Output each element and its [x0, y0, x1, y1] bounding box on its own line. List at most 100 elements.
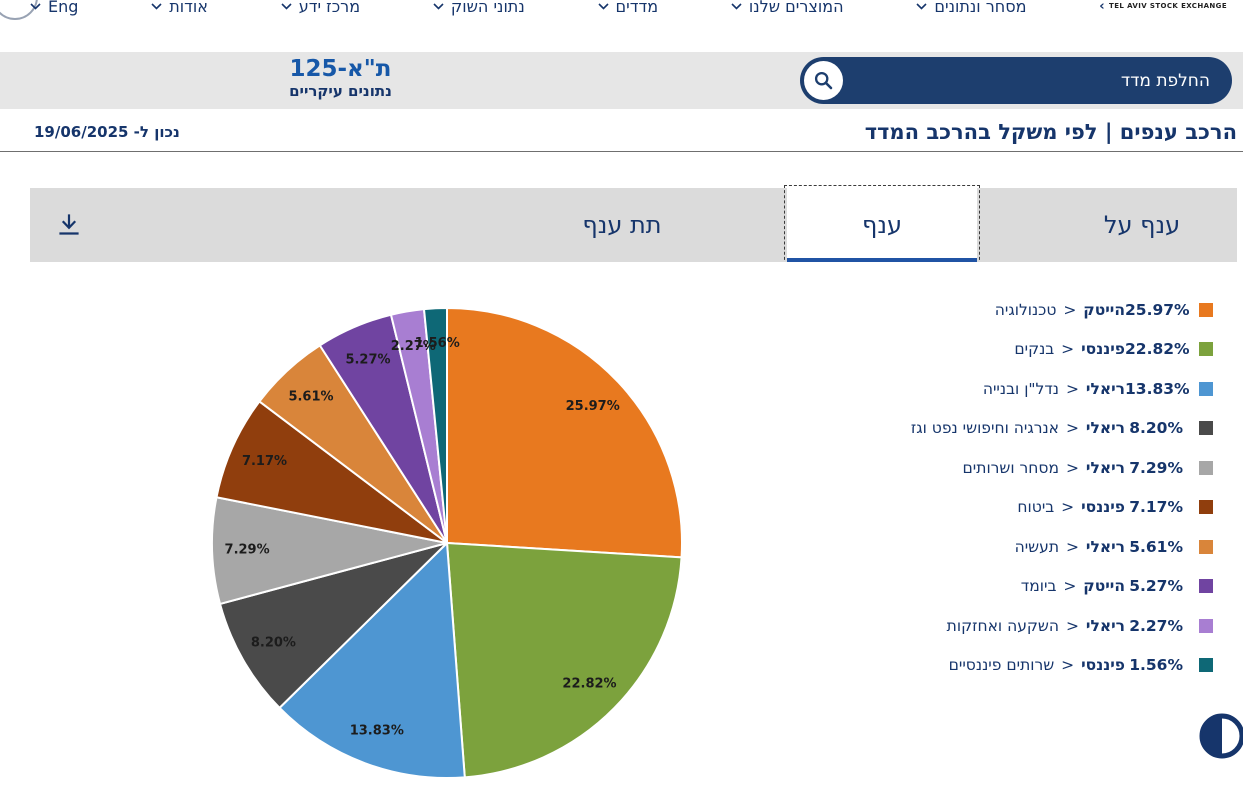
- legend-percent: 8.20%: [1129, 419, 1183, 438]
- legend-row: 13.83% ריאלי < נדל"ן ובנייה: [911, 369, 1213, 409]
- tab[interactable]: ענף על: [1047, 188, 1237, 262]
- pie-slice[interactable]: [215, 400, 448, 544]
- nav-item-label: נתוני השוק: [450, 0, 525, 16]
- legend-group: ריאלי: [1085, 458, 1125, 477]
- legend-group: ריאלי: [1085, 537, 1125, 556]
- top-nav-items: TEL AVIV STOCK EXCHANGE › מסחר ונתונים המ…: [0, 0, 1243, 20]
- legend-group: פיננסי: [1081, 498, 1125, 517]
- index-subtitle: נתונים עיקריים: [289, 82, 392, 101]
- nav-item-label: המוצרים שלנו: [748, 0, 844, 16]
- pie-slice-label: 8.20%: [251, 635, 296, 650]
- nav-item[interactable]: מדדים: [597, 0, 659, 16]
- nav-item-label: Eng: [48, 0, 79, 16]
- legend-subsector: בנקים: [1014, 340, 1055, 359]
- nav-item[interactable]: המוצרים שלנו: [731, 0, 844, 16]
- sector-weights-panel: ענף על ענף תת ענף 25.97% 22.82% 13.83% 8.20% 7…: [30, 185, 1237, 807]
- pie-slice-label: 22.82%: [562, 676, 616, 691]
- logo-arrow-icon: ›: [1099, 0, 1106, 14]
- index-bar: החלפת מדד ת"א-125 נתונים עיקריים: [0, 52, 1243, 109]
- legend-label: הייטק < ביומד: [1021, 577, 1125, 595]
- download-icon: [59, 214, 79, 235]
- index-switch-label: החלפת מדד: [1120, 70, 1210, 91]
- nav-item-label: אודות: [169, 0, 208, 16]
- top-nav: TEL AVIV STOCK EXCHANGE › מסחר ונתונים המ…: [0, 0, 1243, 20]
- legend-color-swatch: [1199, 302, 1213, 317]
- tase-logo-text: TEL AVIV STOCK EXCHANGE: [1109, 2, 1227, 10]
- legend-row: 5.27% הייטק < ביומד: [911, 567, 1213, 607]
- legend-row: 22.82% פיננסי < בנקים: [911, 330, 1213, 370]
- legend-row: 1.56% פיננסי < שרותים פיננסיים: [911, 646, 1213, 686]
- pie-slice[interactable]: [278, 542, 466, 779]
- legend-color-swatch: [1199, 460, 1213, 475]
- nav-item-label: מדדים: [615, 0, 659, 16]
- pie-slice[interactable]: [219, 542, 448, 709]
- legend-row: 7.17% פיננסי < ביטוח: [911, 488, 1213, 528]
- pie-slice[interactable]: [446, 307, 683, 559]
- pie-slice[interactable]: [211, 496, 448, 605]
- download-button[interactable]: [56, 212, 82, 238]
- pie-slice[interactable]: [446, 542, 683, 779]
- tab[interactable]: ענף: [784, 185, 980, 265]
- pie-slice-label: 7.17%: [242, 454, 287, 469]
- legend-label: הייטק < טכנולוגיה: [995, 301, 1125, 319]
- legend-percent: 5.61%: [1129, 537, 1183, 556]
- legend-color-swatch: [1199, 618, 1213, 633]
- tab-active-underline: [787, 258, 977, 262]
- chevron-down-icon: [151, 2, 162, 10]
- tase-logo[interactable]: TEL AVIV STOCK EXCHANGE ›: [1099, 0, 1227, 13]
- legend-chevron: <: [1061, 537, 1084, 556]
- legend-subsector: נדל"ן ובנייה: [982, 379, 1060, 398]
- legend-color-swatch: [1199, 421, 1213, 436]
- search-icon-circle[interactable]: [804, 61, 843, 100]
- legend-label: ריאלי < אנרגיה וחיפושי נפט וגז: [911, 419, 1125, 437]
- legend-group: הייטק: [1083, 577, 1125, 596]
- legend-group: הייטק: [1083, 300, 1125, 319]
- nav-item[interactable]: נתוני השוק: [433, 0, 525, 16]
- legend-chevron: <: [1061, 379, 1084, 398]
- nav-item[interactable]: מרכז ידע: [281, 0, 360, 16]
- nav-item[interactable]: Eng: [30, 0, 78, 16]
- nav-item[interactable]: אודות: [151, 0, 208, 16]
- tabs: ענף על ענף תת ענף: [30, 185, 1237, 265]
- legend-percent: 2.27%: [1129, 616, 1183, 635]
- legend-chevron: <: [1056, 656, 1080, 675]
- legend-chevron: <: [1058, 300, 1082, 319]
- legend-label: ריאלי < תעשיה: [1015, 538, 1125, 556]
- pie-slice-label: 1.56%: [415, 336, 460, 351]
- chevron-down-icon: [916, 2, 927, 10]
- pie-chart: 25.97% 22.82% 13.83% 8.20% 7.29% 7.17% 5.61% 5.…: [211, 307, 683, 779]
- chevron-down-icon: [281, 2, 292, 10]
- nav-item[interactable]: מסחר ונתונים: [916, 0, 1026, 16]
- legend-group: פיננסי: [1081, 340, 1125, 359]
- index-switch-search[interactable]: החלפת מדד: [800, 57, 1232, 104]
- legend-group: ריאלי: [1085, 379, 1125, 398]
- legend-percent: 13.83%: [1125, 379, 1190, 398]
- pie-slice-label: 5.61%: [288, 389, 333, 404]
- pie-slice-label: 5.27%: [345, 352, 390, 367]
- legend-chevron: <: [1061, 458, 1084, 477]
- chart-area: 25.97% 22.82% 13.83% 8.20% 7.29% 7.17% 5.61% 5.…: [30, 262, 1237, 807]
- page-title: הרכב ענפים | לפי משקל בהרכב המדד: [864, 120, 1237, 144]
- legend-percent: 1.56%: [1129, 656, 1183, 675]
- legend-percent: 25.97%: [1125, 300, 1190, 319]
- pie-slice-label: 2.27%: [391, 339, 436, 354]
- legend-percent: 22.82%: [1125, 340, 1190, 359]
- as-of-date: נכון ל- 19/06/2025: [34, 123, 180, 141]
- legend-color-swatch: [1199, 500, 1213, 515]
- legend-row: 8.20% ריאלי < אנרגיה וחיפושי נפט וגז: [911, 409, 1213, 449]
- legend-subsector: תעשיה: [1014, 537, 1060, 556]
- tab[interactable]: תת ענף: [527, 188, 717, 262]
- legend-row: 25.97% הייטק < טכנולוגיה: [911, 290, 1213, 330]
- legend-row: 2.27% ריאלי < השקעה ואחזקות: [911, 606, 1213, 646]
- legend-label: פיננסי < בנקים: [1014, 340, 1125, 358]
- pie-slice-label: 7.29%: [225, 543, 270, 558]
- legend-color-swatch: [1199, 381, 1213, 396]
- contrast-icon: [1199, 713, 1243, 759]
- legend-row: 7.29% ריאלי < מסחר ושרותים: [911, 448, 1213, 488]
- legend-subsector: השקעה ואחזקות: [946, 616, 1060, 635]
- pie-slice[interactable]: [423, 307, 448, 544]
- heading-divider: [0, 151, 1243, 152]
- legend-percent: 7.17%: [1129, 498, 1183, 517]
- legend-label: פיננסי < ביטוח: [1017, 498, 1125, 516]
- contrast-button[interactable]: [1198, 712, 1243, 760]
